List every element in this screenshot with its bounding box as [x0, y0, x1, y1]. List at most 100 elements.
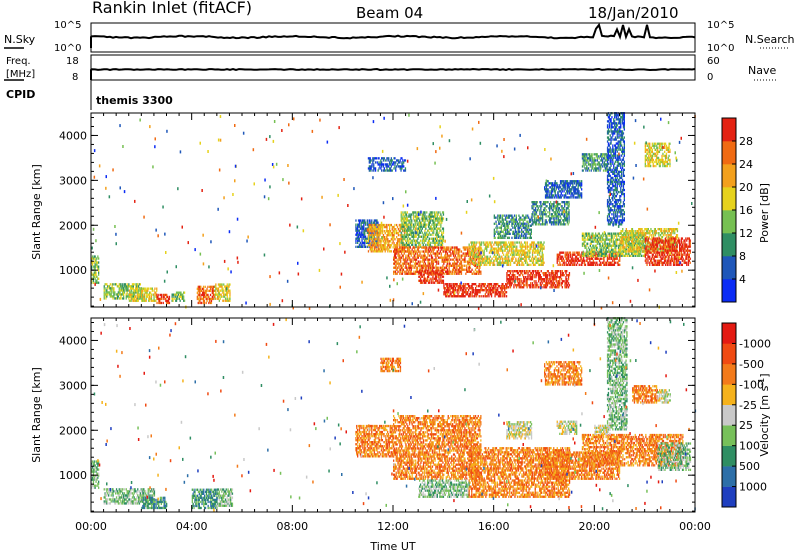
- power-cell: [501, 289, 503, 292]
- power-cell: [515, 286, 518, 289]
- power-cell: [446, 252, 448, 255]
- power-cell: [536, 251, 538, 254]
- power-cell: [565, 276, 567, 279]
- power-cell: [122, 293, 124, 296]
- power-cell: [379, 248, 381, 251]
- power-cell: [496, 249, 498, 252]
- power-cell: [517, 251, 520, 254]
- power-cell: [415, 245, 417, 248]
- power-cell: [448, 266, 450, 269]
- power-cell: [119, 297, 121, 300]
- power-cell: [93, 267, 95, 270]
- power-cell: [223, 289, 225, 292]
- power-cell: [462, 246, 464, 249]
- power-cell: [506, 274, 508, 277]
- power-cell: [421, 266, 423, 269]
- power-cell: [455, 283, 457, 286]
- power-cell: [442, 213, 445, 216]
- power-cell: [556, 284, 558, 287]
- power-cell: [534, 286, 536, 289]
- power-ylabel: Slant Range [km]: [30, 164, 43, 260]
- power-cell: [600, 263, 602, 266]
- power-cell: [456, 283, 458, 286]
- power-cell: [356, 229, 358, 232]
- power-cell: [372, 248, 374, 251]
- power-cell: [403, 262, 405, 265]
- power-cell: [522, 251, 524, 254]
- power-cell: [408, 213, 410, 216]
- power-cell: [606, 259, 609, 262]
- power-cell: [556, 282, 558, 285]
- power-cell: [219, 297, 221, 300]
- power-cell: [562, 261, 564, 264]
- power-cell: [597, 257, 599, 260]
- power-cell: [472, 249, 474, 252]
- power-cell: [577, 251, 579, 254]
- power-cell: [435, 219, 438, 222]
- power-cell: [375, 239, 377, 242]
- power-cell: [528, 276, 530, 279]
- power-cell: [541, 243, 543, 246]
- power-cell: [449, 293, 451, 296]
- power-cell: [447, 287, 449, 290]
- power-cell: [617, 238, 620, 241]
- power-cell: [515, 284, 517, 287]
- power-cell: [134, 299, 137, 302]
- power-cell: [380, 223, 382, 227]
- power-cell: [399, 268, 401, 271]
- power-cell: [449, 285, 451, 288]
- power-cell: [209, 287, 212, 290]
- power-cell: [105, 289, 107, 292]
- power-cell: [520, 286, 522, 289]
- power-cell: [220, 293, 222, 296]
- power-cell: [419, 271, 421, 274]
- power-cell: [421, 281, 423, 284]
- power-cell: [361, 219, 363, 222]
- power-cell: [358, 237, 361, 240]
- power-cell: [142, 295, 144, 298]
- power-cell: [465, 268, 467, 271]
- power-cell: [134, 293, 136, 296]
- power-cell: [381, 230, 384, 233]
- power-cell: [466, 254, 468, 257]
- power-cell: [483, 257, 485, 260]
- power-cell: [358, 239, 361, 242]
- power-cell: [136, 299, 138, 302]
- power-cell: [539, 282, 541, 285]
- power-cell: [227, 289, 229, 292]
- power-cell: [98, 265, 100, 268]
- power-cell: [538, 249, 540, 252]
- power-cell: [515, 259, 517, 262]
- power-cell: [549, 274, 551, 277]
- power-cell: [556, 259, 558, 262]
- power-cell: [471, 251, 473, 254]
- power-cell: [406, 233, 408, 236]
- power-cell: [122, 285, 124, 288]
- power-cell: [405, 225, 408, 228]
- power-cell: [479, 249, 481, 252]
- power-cell: [623, 246, 626, 249]
- power-cell: [508, 282, 510, 285]
- power-cell: [516, 249, 519, 252]
- power-cell: [408, 243, 410, 246]
- power-cell: [490, 283, 493, 286]
- power-cell: [401, 268, 404, 271]
- power-cell: [426, 233, 428, 236]
- power-cell: [400, 231, 402, 234]
- power-cell: [375, 223, 377, 226]
- power-cell: [392, 230, 394, 233]
- power-cell: [181, 297, 183, 300]
- power-cell: [403, 225, 405, 228]
- power-cell: [494, 283, 496, 286]
- power-cell: [617, 254, 620, 257]
- power-cell: [437, 260, 440, 263]
- power-cell: [398, 254, 400, 257]
- power-cell: [426, 215, 428, 218]
- power-cell: [420, 225, 423, 228]
- power-cell: [502, 261, 504, 264]
- power-cell: [432, 233, 434, 236]
- power-cell: [496, 289, 498, 292]
- power-cell: [636, 254, 638, 257]
- power-cell: [635, 234, 637, 237]
- power-cell: [440, 219, 442, 222]
